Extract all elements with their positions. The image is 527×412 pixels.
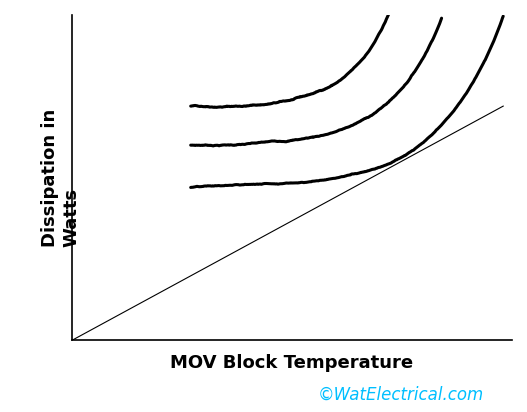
Y-axis label: Dissipation in
Watts: Dissipation in Watts	[41, 109, 80, 247]
Text: ©WatElectrical.com: ©WatElectrical.com	[317, 386, 484, 404]
X-axis label: MOV Block Temperature: MOV Block Temperature	[170, 354, 414, 372]
